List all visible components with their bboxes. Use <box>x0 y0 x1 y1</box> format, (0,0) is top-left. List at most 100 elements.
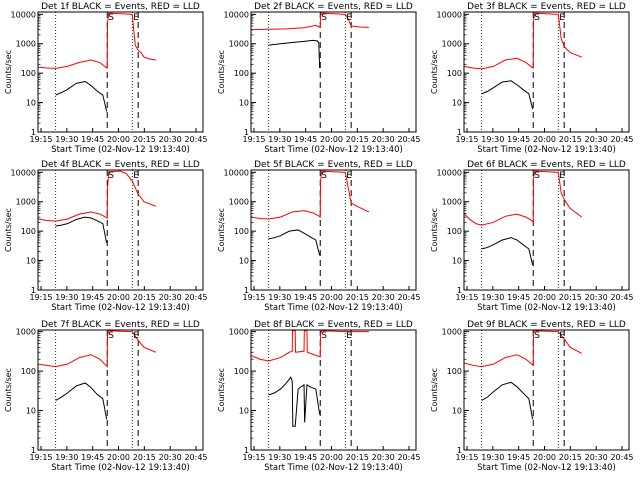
x-tick-label: 20:30 <box>372 135 395 144</box>
x-axis-label: Start Time (02-Nov-12 19:13:40) <box>51 303 190 313</box>
series-black <box>481 80 534 110</box>
x-tick-label: 19:30 <box>481 293 504 302</box>
y-axis-label: Counts/sec <box>430 368 439 412</box>
series-black <box>481 381 534 420</box>
y-tick-label: 10000 <box>11 10 36 19</box>
y-tick-label: 1 <box>457 286 462 295</box>
y-tick-label: 100 <box>21 367 36 376</box>
marker-e: E <box>346 171 352 181</box>
x-tick-label: 20:45 <box>184 453 207 462</box>
series-black <box>268 376 321 427</box>
x-tick-label: 20:00 <box>533 293 556 302</box>
x-tick-label: 20:15 <box>346 135 369 144</box>
x-tick-label: 19:45 <box>294 293 317 302</box>
x-axis-label: Start Time (02-Nov-12 19:13:40) <box>477 463 616 473</box>
x-tick-label: 20:00 <box>320 293 343 302</box>
chart-title: Det 1f BLACK = Events, RED = LLD <box>41 2 200 12</box>
x-tick-label: 20:15 <box>559 135 582 144</box>
x-tick-label: 20:30 <box>585 453 608 462</box>
x-tick-label: 20:00 <box>320 135 343 144</box>
marker-e: E <box>133 13 139 23</box>
x-tick-label: 20:00 <box>533 453 556 462</box>
axes-frame <box>250 11 417 133</box>
x-tick-label: 19:45 <box>81 293 104 302</box>
y-tick-label: 1 <box>244 286 249 295</box>
series-red <box>37 12 156 69</box>
series-red <box>250 12 369 31</box>
y-tick-label: 10 <box>452 99 462 108</box>
x-tick-label: 19:45 <box>81 135 104 144</box>
x-tick-label: 20:45 <box>184 293 207 302</box>
y-axis-label: Counts/sec <box>217 208 226 252</box>
axes-frame <box>250 169 417 291</box>
x-tick-label: 20:45 <box>610 135 633 144</box>
x-tick-label: 20:30 <box>159 135 182 144</box>
y-tick-label: 1 <box>31 286 36 295</box>
marker-s: S <box>108 331 114 341</box>
x-tick-label: 20:45 <box>610 293 633 302</box>
y-tick-label: 1000 <box>229 328 249 337</box>
y-axis-label: Counts/sec <box>217 50 226 94</box>
marker-e: E <box>133 171 139 181</box>
y-tick-label: 100 <box>21 227 36 236</box>
y-tick-label: 10000 <box>437 10 462 19</box>
x-tick-label: 20:45 <box>184 135 207 144</box>
series-red <box>37 330 157 368</box>
y-tick-label: 1000 <box>16 328 36 337</box>
y-tick-label: 1000 <box>229 40 249 49</box>
series-black <box>55 216 108 243</box>
x-tick-label: 19:30 <box>481 135 504 144</box>
x-tick-label: 20:45 <box>397 453 420 462</box>
x-tick-label: 20:30 <box>372 293 395 302</box>
y-axis-label: Counts/sec <box>430 208 439 252</box>
x-tick-label: 20:15 <box>559 453 582 462</box>
x-tick-label: 20:30 <box>585 135 608 144</box>
marker-e: E <box>346 331 352 341</box>
axes-frame <box>250 329 417 451</box>
y-tick-label: 1 <box>244 446 249 455</box>
marker-s: S <box>534 171 540 181</box>
marker-s: S <box>108 171 114 181</box>
chart-title: Det 4f BLACK = Events, RED = LLD <box>41 160 200 170</box>
x-tick-label: 20:45 <box>397 135 420 144</box>
series-red <box>250 170 370 220</box>
series-red <box>463 12 583 70</box>
y-tick-label: 100 <box>21 69 36 78</box>
y-axis-label: Counts/sec <box>4 208 13 252</box>
x-tick-label: 19:45 <box>81 453 104 462</box>
y-tick-label: 1000 <box>16 198 36 207</box>
y-tick-label: 1000 <box>442 198 462 207</box>
y-tick-label: 100 <box>447 227 462 236</box>
marker-s: S <box>321 331 327 341</box>
axes-frame <box>463 11 630 133</box>
y-tick-label: 10 <box>239 407 249 416</box>
y-tick-label: 100 <box>234 367 249 376</box>
x-tick-label: 20:30 <box>585 293 608 302</box>
x-axis-label: Start Time (02-Nov-12 19:13:40) <box>477 303 616 313</box>
x-tick-label: 19:45 <box>294 453 317 462</box>
x-tick-label: 19:15 <box>242 293 265 302</box>
y-axis-label: Counts/sec <box>430 50 439 94</box>
chart-title: Det 9f BLACK = Events, RED = LLD <box>467 320 626 330</box>
x-tick-label: 19:30 <box>55 135 78 144</box>
marker-e: E <box>559 331 565 341</box>
marker-e: E <box>559 171 565 181</box>
y-tick-label: 1 <box>457 446 462 455</box>
x-tick-label: 20:15 <box>133 293 156 302</box>
x-tick-label: 20:15 <box>346 293 369 302</box>
x-tick-label: 19:30 <box>481 453 504 462</box>
marker-s: S <box>534 13 540 23</box>
chart-title: Det 8f BLACK = Events, RED = LLD <box>254 320 413 330</box>
marker-e: E <box>559 13 565 23</box>
x-tick-label: 19:45 <box>507 453 530 462</box>
x-tick-label: 19:15 <box>242 135 265 144</box>
y-tick-label: 10 <box>26 257 36 266</box>
x-tick-label: 20:30 <box>372 453 395 462</box>
y-tick-label: 10 <box>239 99 249 108</box>
chart-title: Det 3f BLACK = Events, RED = LLD <box>467 2 626 12</box>
